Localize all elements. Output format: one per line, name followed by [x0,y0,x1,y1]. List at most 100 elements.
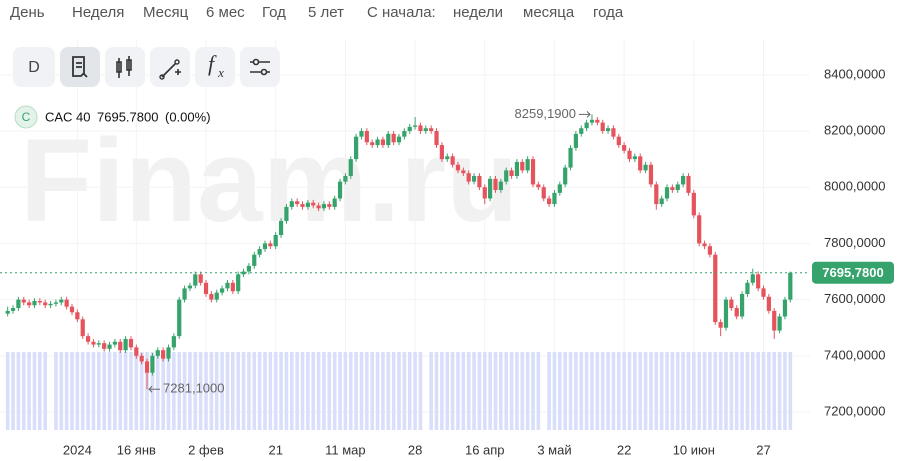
candle-body [246,265,252,272]
volume-bar [80,352,85,430]
candle-body [177,299,182,337]
volume-bar [413,352,417,430]
volume-bar [295,352,299,430]
candle-body [734,308,739,317]
candle-body [568,147,573,168]
since-link[interactable]: месяца [523,4,575,21]
candle-body [209,294,214,300]
candle-body [536,184,541,188]
volume-bar [27,352,31,430]
candle-body [595,119,600,123]
settings-button[interactable] [240,47,280,87]
volume-bar [638,352,643,430]
candle-body [600,122,605,132]
candle-body [375,139,380,146]
candle-body [268,243,273,247]
volume-bar [284,352,289,430]
indicators-f: f [208,51,217,76]
candle-body [278,220,284,235]
volume-bar [97,352,101,430]
candle-body [327,204,332,207]
since-label: С начала: [367,4,436,21]
candle-body [112,341,117,345]
volume-bar [472,352,476,430]
volume-bar [343,352,348,430]
period-link[interactable]: День [10,4,45,21]
candle-body [461,170,466,174]
annotation-label: 7281,1000 [163,381,224,396]
candle-body [91,341,96,345]
volume-bar [102,352,106,430]
volume-bar [756,352,760,430]
candle-body [514,161,520,176]
candle-body [627,150,632,160]
volume-bar [750,352,755,430]
candle-body [718,322,723,328]
period-link[interactable]: 5 лет [308,4,344,21]
draw-icon-dot [174,59,180,65]
volume-bar [391,352,396,430]
volume-bar [155,352,160,430]
candle-body [691,192,696,216]
volume-bar [5,352,10,430]
candle-body [144,361,150,373]
candle-body [488,178,493,199]
volume-bar [686,352,691,430]
since-link[interactable]: недели [453,4,503,21]
period-link[interactable]: Месяц [143,4,189,21]
volume-bar [70,352,74,430]
volume-bar [375,352,380,430]
period-link[interactable]: Неделя [72,4,124,21]
candles-button[interactable] [105,47,145,87]
volume-bar [627,352,632,430]
candle-body [123,338,128,351]
volume-bar [616,352,621,430]
volume-bar [670,352,675,430]
volume-bar [311,352,316,430]
candle-body [482,187,487,199]
candle-body [638,156,643,171]
draw-button[interactable] [150,47,190,87]
candle-body [761,288,766,297]
watermark: Finam.ru [20,115,518,247]
volume-bar [139,352,144,430]
volume-bar [563,352,567,430]
candle-body [102,343,107,349]
candle-body [611,128,616,137]
volume-bar [708,352,712,430]
candle-body [466,173,471,182]
candle-body [589,119,595,123]
volume-bar [161,352,165,430]
interval-button[interactable] [13,47,55,87]
y-tick-label: 7800,0000 [824,235,885,250]
candle-body [632,156,637,160]
y-tick-label: 7400,0000 [824,347,885,362]
candle-body [552,192,557,205]
volume-bar [558,352,562,430]
since-link[interactable]: года [593,4,624,21]
indicators-button[interactable] [195,47,235,87]
candle-body [48,303,53,306]
volume-bar [407,352,412,430]
candle-body [739,294,745,317]
volume-bar [193,352,198,430]
period-link[interactable]: 6 мес [206,4,245,21]
candle-body [788,272,793,300]
period-nav: День Неделя Месяц 6 мес Год 5 лет С начала: нед… [10,4,624,21]
x-tick-label: 16 апр [465,442,505,457]
period-link[interactable]: Год [262,4,286,21]
volume-bar [172,352,176,430]
y-tick-label: 7200,0000 [824,403,885,418]
x-tick-label: 2 фев [188,442,224,457]
volume-bar [16,352,21,430]
volume-bar [504,352,509,430]
candle-body [782,299,788,317]
volume-bar [681,352,685,430]
volume-bar [64,352,69,430]
volume-bar [257,352,262,430]
legend-symbol: CAC 40 [45,109,91,124]
candle-body [563,167,568,185]
volume-bar [91,352,96,430]
candle-body [525,159,530,171]
volume-bar [761,352,766,430]
